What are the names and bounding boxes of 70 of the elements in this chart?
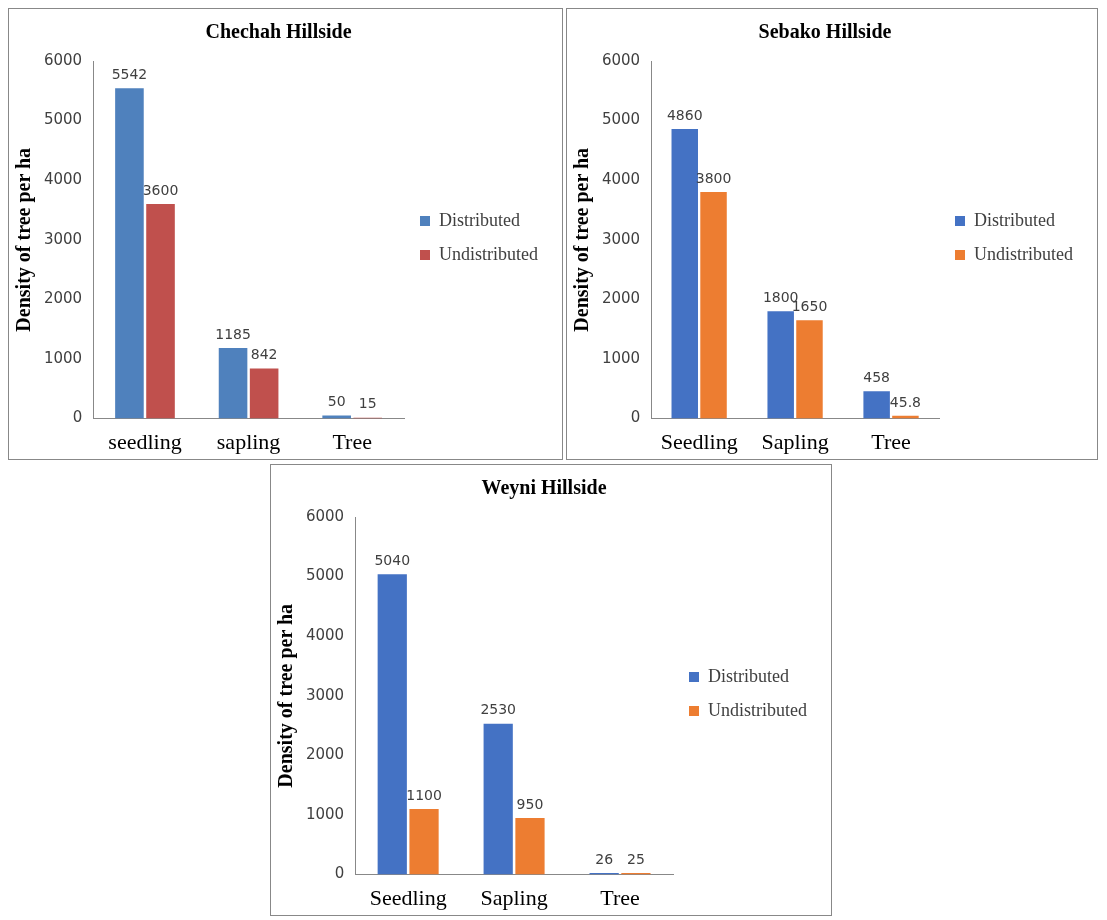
y-tick-label: 4000 (43, 170, 83, 189)
data-label: 1185 (215, 325, 251, 342)
y-tick-label: 4000 (305, 626, 345, 645)
x-tick-label: seedling (108, 428, 182, 454)
data-label: 15 (358, 395, 377, 412)
y-tick-label: 1000 (601, 348, 641, 367)
legend-label: Distributed (439, 209, 521, 230)
bar (767, 311, 794, 419)
y-tick-label: 2000 (43, 289, 83, 308)
bar (377, 574, 407, 875)
legend-label: Undistributed (439, 243, 539, 264)
y-axis-title: Density of tree per ha (12, 147, 36, 332)
y-tick-label: 0 (630, 408, 641, 427)
bar (249, 368, 279, 419)
bar (146, 204, 175, 419)
y-tick-label: 3000 (601, 229, 641, 248)
data-label: 25 (627, 850, 645, 867)
legend-label: Distributed (974, 209, 1056, 230)
y-tick-label: 5000 (305, 566, 345, 585)
chart-title: Weyni Hillside (481, 476, 607, 500)
data-label: 950 (516, 795, 544, 812)
y-axis-title: Density of tree per ha (274, 603, 298, 788)
bar (218, 347, 248, 419)
bar (409, 809, 439, 875)
y-tick-label: 6000 (601, 50, 641, 69)
y-tick-label: 6000 (43, 50, 83, 69)
data-label: 5040 (374, 551, 411, 568)
y-tick-label: 4000 (601, 170, 641, 189)
data-label: 26 (595, 850, 614, 867)
x-tick-label: sapling (216, 428, 281, 454)
bar (483, 723, 513, 875)
y-tick-label: 1000 (43, 348, 83, 367)
y-tick-label: 3000 (43, 229, 83, 248)
bar (863, 391, 890, 419)
y-tick-label: 3000 (305, 685, 345, 704)
bar (700, 192, 727, 419)
bar (115, 88, 144, 419)
y-tick-label: 0 (334, 864, 345, 883)
data-label: 45.8 (889, 393, 922, 410)
legend-label: Undistributed (974, 243, 1074, 264)
x-tick-label: Sapling (480, 884, 548, 910)
data-label: 5542 (111, 65, 148, 82)
bar (796, 320, 823, 419)
data-label: 3600 (142, 181, 179, 198)
y-tick-label: 0 (72, 408, 83, 427)
y-tick-label: 1000 (305, 804, 345, 823)
x-tick-label: Sapling (761, 428, 829, 454)
data-label: 50 (327, 393, 346, 410)
y-axis-title: Density of tree per ha (570, 147, 594, 332)
x-tick-label: Seedling (369, 884, 447, 910)
y-tick-label: 5000 (601, 110, 641, 129)
y-tick-label: 2000 (305, 745, 345, 764)
legend-label: Distributed (708, 665, 790, 686)
x-tick-label: Seedling (660, 428, 738, 454)
data-label: 842 (250, 346, 278, 363)
y-tick-label: 6000 (305, 506, 345, 525)
data-label: 2530 (480, 701, 517, 718)
chart-title: Sebako Hillside (758, 20, 892, 43)
y-tick-label: 2000 (601, 289, 641, 308)
bar (515, 817, 545, 875)
x-tick-label: Tree (871, 428, 911, 454)
data-label: 1100 (406, 786, 442, 803)
data-label: 458 (863, 368, 891, 385)
data-label: 4860 (666, 106, 703, 123)
bar (671, 128, 698, 419)
chart-title: Chechah Hillside (205, 20, 352, 43)
legend-label: Undistributed (708, 699, 808, 720)
x-tick-label: Tree (600, 884, 640, 910)
x-tick-label: Tree (332, 428, 372, 454)
y-tick-label: 5000 (43, 110, 83, 129)
